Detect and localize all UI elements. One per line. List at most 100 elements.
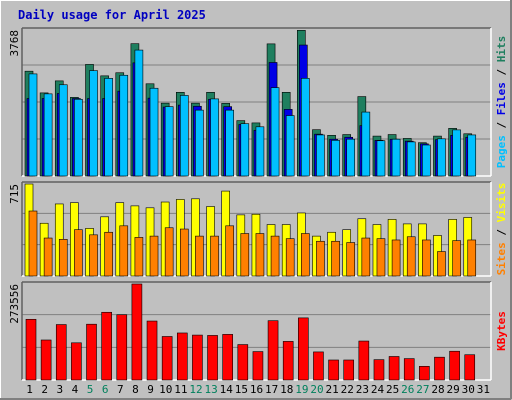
bar-kbytes-day-27 xyxy=(419,366,430,381)
bar-kbytes-day-12 xyxy=(192,334,203,381)
x-tick-day-12: 12 xyxy=(189,383,202,396)
x-tick-day-28: 28 xyxy=(431,383,444,396)
bar-kbytes-day-5 xyxy=(86,323,97,381)
legend-sites: Sites xyxy=(495,242,508,275)
x-tick-day-27: 27 xyxy=(416,383,429,396)
bar-kbytes-day-6 xyxy=(101,311,112,381)
bar-sites-day-23 xyxy=(361,237,371,277)
x-tick-day-23: 23 xyxy=(356,383,369,396)
y-max-label: 3768 xyxy=(8,30,21,57)
bar-pages-day-24 xyxy=(376,140,386,177)
bar-pages-day-11 xyxy=(179,95,189,177)
bar-kbytes-day-20 xyxy=(313,351,324,381)
x-tick-day-7: 7 xyxy=(117,383,124,396)
bar-pages-day-22 xyxy=(346,138,356,177)
x-tick-day-1: 1 xyxy=(26,383,33,396)
x-tick-day-31: 31 xyxy=(477,383,490,396)
bar-sites-day-12 xyxy=(195,235,204,277)
bar-pages-day-30 xyxy=(467,134,477,177)
bar-pages-day-2 xyxy=(43,93,53,177)
bar-sites-day-26 xyxy=(406,236,416,277)
bar-sites-day-10 xyxy=(164,227,174,277)
bar-kbytes-day-25 xyxy=(388,356,400,381)
bar-kbytes-day-2 xyxy=(40,339,52,381)
legend-pages: Pages xyxy=(495,135,508,168)
bar-kbytes-day-7 xyxy=(116,314,128,381)
bar-pages-day-19 xyxy=(301,78,310,177)
x-tick-day-20: 20 xyxy=(310,383,323,396)
bar-kbytes-day-3 xyxy=(55,324,67,381)
bar-kbytes-day-14 xyxy=(222,334,233,381)
bar-pages-day-14 xyxy=(225,109,234,177)
bar-kbytes-day-9 xyxy=(146,320,158,381)
bar-pages-day-21 xyxy=(331,140,340,177)
bar-sites-day-11 xyxy=(179,228,189,277)
bar-kbytes-day-26 xyxy=(403,358,415,381)
bar-sites-day-22 xyxy=(346,242,356,277)
bar-pages-day-18 xyxy=(285,115,295,177)
bar-sites-day-9 xyxy=(149,235,159,277)
x-tick-day-22: 22 xyxy=(341,383,354,396)
bar-sites-day-2 xyxy=(43,237,53,277)
bar-sites-day-29 xyxy=(452,240,461,277)
bar-kbytes-day-28 xyxy=(434,356,445,381)
panel-hits_files_pages: 3768 Pages / Files / Hits xyxy=(8,27,508,177)
bar-sites-day-20 xyxy=(316,240,325,277)
bar-kbytes-day-16 xyxy=(252,351,264,381)
bar-pages-day-25 xyxy=(391,138,401,177)
y-max-label: 273556 xyxy=(8,284,21,324)
bar-sites-day-1 xyxy=(28,210,38,277)
legend-hits: Hits xyxy=(495,36,508,63)
bar-pages-day-1 xyxy=(28,73,38,177)
legend-kbytes: KBytes xyxy=(495,311,508,351)
bar-pages-day-6 xyxy=(104,78,113,177)
bar-pages-day-23 xyxy=(361,111,371,177)
legend-separator: / xyxy=(495,62,508,82)
bar-sites-day-25 xyxy=(391,239,401,277)
bar-kbytes-day-19 xyxy=(298,317,309,381)
bar-kbytes-day-17 xyxy=(267,320,279,381)
bar-sites-day-7 xyxy=(119,225,129,277)
bar-kbytes-day-18 xyxy=(282,341,294,381)
bar-pages-day-15 xyxy=(240,123,250,177)
bar-pages-day-8 xyxy=(134,49,144,177)
x-tick-day-11: 11 xyxy=(174,383,187,396)
legend-visits: Visits xyxy=(495,183,508,223)
x-tick-day-29: 29 xyxy=(447,383,460,396)
bar-sites-day-13 xyxy=(210,235,219,277)
bar-kbytes-day-24 xyxy=(373,359,385,381)
bar-kbytes-day-10 xyxy=(161,336,173,381)
bar-pages-day-4 xyxy=(74,98,83,177)
right-legend-label: Pages / Files / Hits xyxy=(495,36,508,169)
bar-sites-day-3 xyxy=(58,239,68,277)
bar-sites-day-6 xyxy=(104,231,113,277)
bar-sites-day-4 xyxy=(74,229,83,277)
x-tick-day-9: 9 xyxy=(147,383,154,396)
x-tick-day-4: 4 xyxy=(72,383,79,396)
x-tick-day-26: 26 xyxy=(401,383,414,396)
bar-sites-day-24 xyxy=(376,238,386,277)
bar-pages-day-10 xyxy=(164,106,174,177)
bar-sites-day-14 xyxy=(225,225,234,277)
x-tick-day-5: 5 xyxy=(87,383,94,396)
bar-sites-day-5 xyxy=(89,234,98,277)
bar-sites-day-8 xyxy=(134,237,144,277)
x-tick-day-2: 2 xyxy=(41,383,48,396)
right-legend-label: Sites / Visits xyxy=(495,183,508,276)
x-tick-day-10: 10 xyxy=(159,383,172,396)
x-axis-day-labels: 1 2 3 4 5 6 7 8 9 10 11 12 13 14 15 16 17 18 19 20 21 22 23 24 2… xyxy=(26,383,490,396)
x-tick-day-30: 30 xyxy=(462,383,475,396)
x-tick-day-19: 19 xyxy=(295,383,308,396)
bar-pages-day-13 xyxy=(210,98,219,177)
bar-kbytes-day-29 xyxy=(449,350,460,381)
x-tick-day-3: 3 xyxy=(57,383,64,396)
bar-kbytes-day-23 xyxy=(358,340,370,381)
bar-pages-day-29 xyxy=(452,129,461,177)
x-tick-day-6: 6 xyxy=(102,383,109,396)
bar-kbytes-day-11 xyxy=(176,332,188,381)
bar-kbytes-day-30 xyxy=(464,354,476,381)
x-tick-day-8: 8 xyxy=(132,383,139,396)
panel-kbytes: 273556 KBytes xyxy=(8,281,508,381)
x-tick-day-25: 25 xyxy=(386,383,399,396)
